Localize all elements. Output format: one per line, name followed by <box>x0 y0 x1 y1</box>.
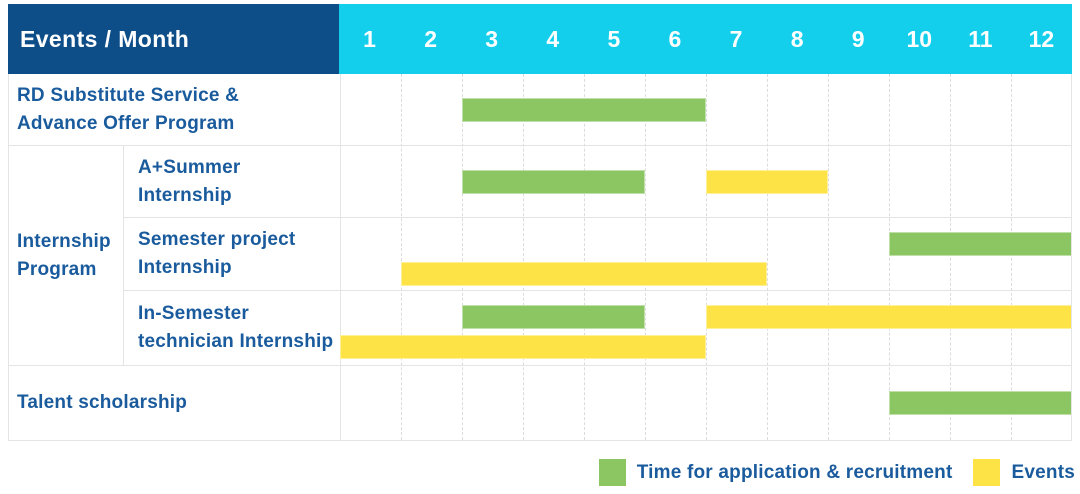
table-row-semester-project: Semester project Internship <box>124 218 1071 291</box>
legend: Time for application & recruitment Event… <box>598 459 1075 486</box>
month-track-in-semester <box>340 291 1071 365</box>
table-header-row: Events / Month 1 2 3 4 5 6 7 8 9 10 11 1… <box>8 4 1072 74</box>
table-row-in-semester: In-Semester technician Internship <box>124 291 1071 365</box>
month-header-6: 6 <box>668 25 682 52</box>
group-label-internship-program: Internship Program <box>9 146 124 365</box>
application-bar <box>462 170 645 194</box>
schedule-table: Events / Month 1 2 3 4 5 6 7 8 9 10 11 1… <box>8 4 1072 441</box>
table-row-talent-scholarship: Talent scholarship <box>9 366 1071 440</box>
month-header-2: 2 <box>424 25 438 52</box>
month-header-5: 5 <box>607 25 621 52</box>
month-track-talent-scholarship <box>340 366 1071 440</box>
month-header-10: 10 <box>906 25 933 52</box>
events-month-header: Events / Month <box>8 4 339 74</box>
month-header-7: 7 <box>729 25 743 52</box>
event-bar <box>340 335 706 359</box>
month-header-1: 1 <box>363 25 376 52</box>
application-green-swatch <box>598 459 626 486</box>
legend-item-application: Time for application & recruitment <box>598 459 953 486</box>
legend-label-events: Events <box>1011 461 1075 483</box>
events-yellow-swatch <box>973 459 1001 486</box>
month-header-11: 11 <box>968 25 993 52</box>
table-group-internship-program: Internship Program A+Summer Internship S… <box>9 146 1071 366</box>
row-label-rd-substitute: RD Substitute Service & Advance Offer Pr… <box>17 84 240 134</box>
month-header-9: 9 <box>851 25 865 52</box>
month-header-4: 4 <box>546 25 560 52</box>
month-track-semester-project <box>340 218 1071 290</box>
table-body: RD Substitute Service & Advance Offer Pr… <box>8 74 1072 441</box>
application-bar <box>462 98 706 122</box>
row-label-in-semester: In-Semester technician Internship <box>138 303 334 352</box>
legend-item-events: Events <box>973 459 1075 486</box>
month-header-8: 8 <box>790 25 804 52</box>
row-label-talent-scholarship: Talent scholarship <box>17 392 188 413</box>
month-track-a-summer <box>340 146 1071 217</box>
event-bar <box>706 170 828 194</box>
table-row-a-summer: A+Summer Internship <box>124 146 1071 218</box>
application-bar <box>889 232 1071 256</box>
month-header-strip: 1 2 3 4 5 6 7 8 9 10 11 12 <box>339 4 1072 74</box>
application-bar <box>889 391 1071 415</box>
row-label-a-summer: A+Summer Internship <box>138 156 241 206</box>
table-row-rd-substitute: RD Substitute Service & Advance Offer Pr… <box>9 74 1071 146</box>
legend-label-application: Time for application & recruitment <box>636 461 953 483</box>
application-bar <box>462 305 645 329</box>
month-header-12: 12 <box>1028 25 1055 52</box>
event-bar <box>401 262 767 286</box>
event-bar <box>706 305 1071 329</box>
internship-subrows: A+Summer Internship Semester project Int… <box>124 146 1071 365</box>
row-label-semester-project: Semester project Internship <box>138 229 296 278</box>
month-header-3: 3 <box>485 25 499 52</box>
month-track-rd-substitute <box>340 74 1071 145</box>
